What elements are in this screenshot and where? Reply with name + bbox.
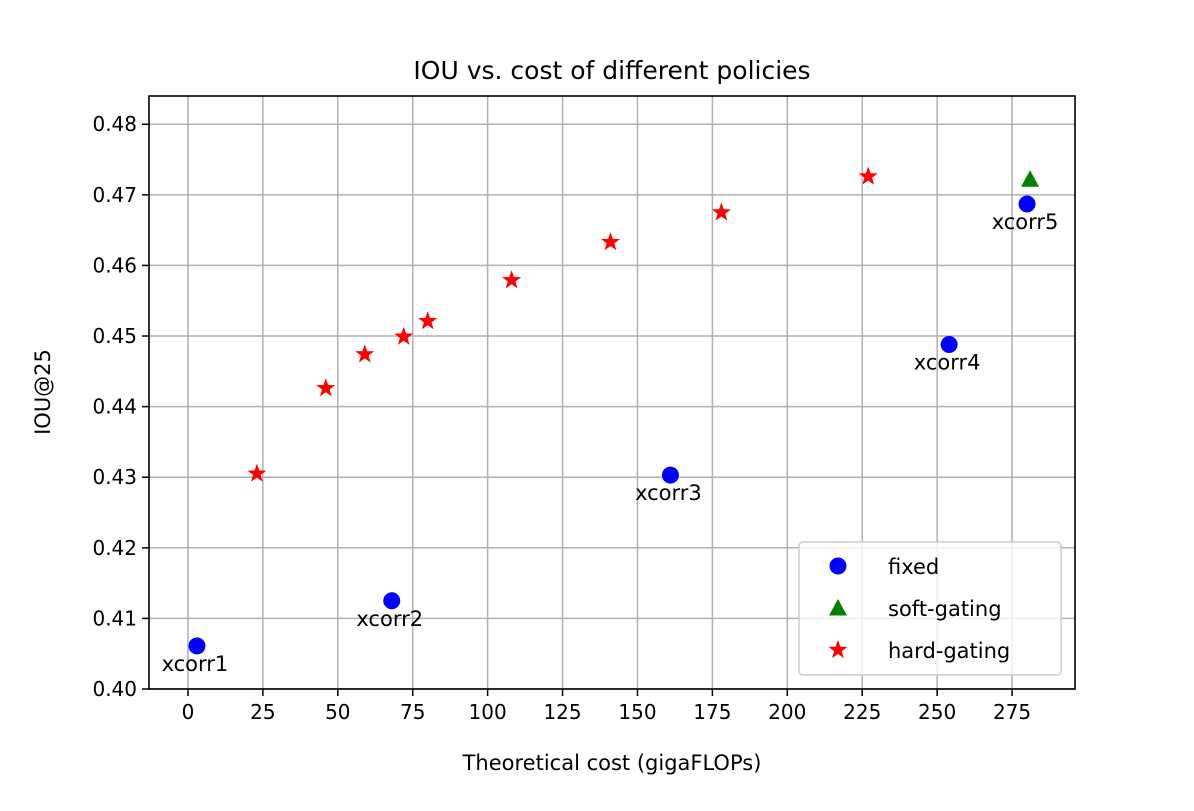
y-tick-label: 0.44	[92, 395, 137, 419]
hard-gating-point	[711, 202, 731, 221]
y-tick-label: 0.45	[92, 324, 137, 348]
legend-marker-soft-gating	[829, 599, 847, 616]
y-tick-label: 0.48	[92, 112, 137, 136]
legend-marker-fixed	[829, 557, 847, 575]
x-tick-label: 75	[400, 700, 425, 724]
fixed-point	[383, 592, 401, 610]
x-tick-label: 25	[250, 700, 275, 724]
hard-gating-point	[502, 270, 522, 289]
y-tick-label: 0.41	[92, 606, 137, 630]
legend: fixed soft-gating hard-gating	[798, 541, 1062, 676]
x-tick-label: 275	[993, 700, 1031, 724]
legend-label-soft-gating: soft-gating	[888, 597, 1002, 621]
hard-gating-point	[858, 166, 878, 185]
soft-gating-point	[1021, 170, 1040, 187]
plot-frame	[148, 95, 1076, 690]
fixed-point	[940, 335, 958, 353]
y-tick-label: 0.43	[92, 465, 137, 489]
point-label-xcorr3: xcorr3	[635, 481, 702, 505]
x-tick-label: 225	[843, 700, 881, 724]
y-tick-label: 0.46	[92, 253, 137, 277]
y-tick-label: 0.42	[92, 536, 137, 560]
x-axis-label: Theoretical cost (gigaFLOPs)	[462, 751, 762, 775]
legend-label-hard-gating: hard-gating	[888, 639, 1010, 663]
fixed-point	[188, 637, 206, 655]
x-axis-ticks: 0 25 50 75 100 125 150 175 200 225 250 275	[182, 689, 1031, 724]
legend-marker-hard-gating	[828, 640, 848, 659]
hard-gating-point	[418, 311, 438, 330]
point-label-xcorr2: xcorr2	[356, 607, 423, 631]
data-point-labels: xcorr1 xcorr2 xcorr3 xcorr4 xcorr5	[162, 210, 1059, 676]
x-tick-label: 150	[618, 700, 656, 724]
x-tick-label: 100	[469, 700, 507, 724]
x-tick-label: 250	[918, 700, 956, 724]
hard-gating-point	[600, 232, 621, 251]
fixed-point	[1018, 195, 1036, 213]
point-label-xcorr1: xcorr1	[162, 652, 229, 676]
x-tick-label: 125	[543, 700, 581, 724]
data-points	[188, 166, 1040, 655]
y-tick-label: 0.40	[92, 677, 137, 701]
y-axis-label: IOU@25	[31, 349, 55, 435]
x-tick-label: 175	[693, 700, 731, 724]
point-label-xcorr5: xcorr5	[992, 210, 1059, 234]
fixed-point	[661, 466, 679, 484]
x-tick-label: 0	[182, 700, 195, 724]
legend-label-fixed: fixed	[888, 555, 939, 579]
hard-gating-point	[247, 463, 267, 482]
hard-gating-point	[316, 378, 336, 397]
legend-box	[798, 541, 1062, 676]
hard-gating-point	[394, 326, 414, 345]
x-tick-label: 200	[768, 700, 806, 724]
chart-title: IOU vs. cost of different policies	[413, 56, 810, 85]
x-tick-label: 50	[325, 700, 350, 724]
y-tick-label: 0.47	[92, 183, 137, 207]
y-axis-ticks: 0.40 0.41 0.42 0.43 0.44 0.45 0.46 0.47 0.48	[92, 112, 149, 701]
hard-gating-point	[355, 344, 375, 363]
point-label-xcorr4: xcorr4	[914, 350, 981, 374]
